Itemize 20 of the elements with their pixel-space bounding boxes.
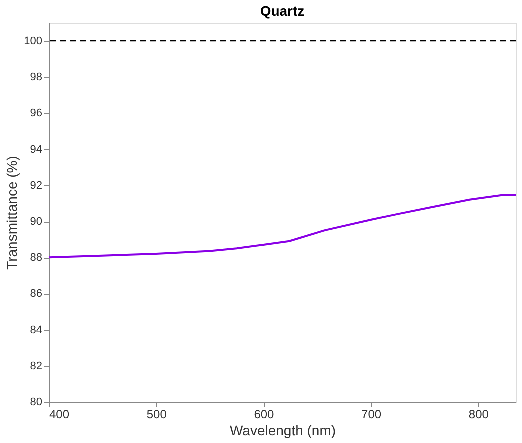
x-tick-label: 700 xyxy=(362,408,382,422)
y-tick-label: 100 xyxy=(24,36,42,48)
chart-title: Quartz xyxy=(260,3,305,19)
x-tick-label: 800 xyxy=(468,408,490,422)
x-tick-label: 400 xyxy=(50,408,70,422)
x-tick-label: 500 xyxy=(146,408,168,422)
y-tick-label: 98 xyxy=(30,72,42,84)
y-tick-label: 94 xyxy=(30,144,42,156)
x-axis-title: Wavelength (nm) xyxy=(230,422,336,438)
y-tick-label: 92 xyxy=(30,180,42,192)
y-tick-label: 86 xyxy=(30,288,42,300)
y-tick-label: 88 xyxy=(30,252,42,264)
line-series xyxy=(48,194,517,259)
y-tick-label: 80 xyxy=(30,396,42,408)
y-tick-label: 84 xyxy=(30,324,42,336)
y-tick-label: 90 xyxy=(30,216,42,228)
y-axis-title: Transmittance (%) xyxy=(4,156,20,270)
y-tick-label: 96 xyxy=(30,108,42,120)
y-tick-label: 82 xyxy=(30,360,42,372)
x-tick-label: 600 xyxy=(254,408,275,422)
